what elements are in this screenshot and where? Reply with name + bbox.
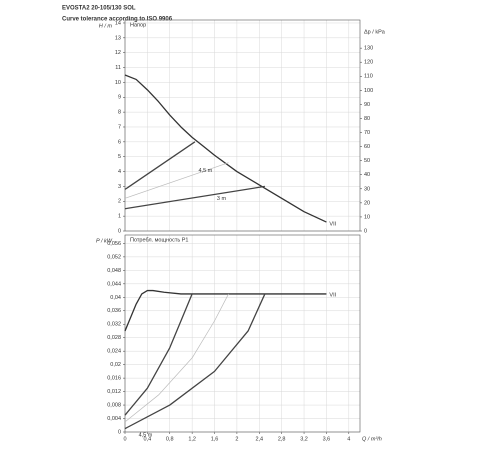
x-tick-label: 1,6 — [211, 436, 219, 442]
sheet-title: EVOSTA2 20-105/130 SOL — [62, 6, 136, 12]
curve — [124, 293, 229, 423]
x-tick-label: 4 — [347, 436, 350, 442]
y2-tick-label: 120 — [364, 60, 373, 66]
plot-frame — [124, 19, 361, 232]
y2-tick-label: 130 — [364, 46, 373, 52]
x-tick-label: 0,8 — [166, 436, 174, 442]
x-tick-label: 0,4 — [144, 436, 152, 442]
y2-tick-label: 60 — [364, 144, 370, 150]
curve — [124, 293, 193, 416]
y-tick-label: 10 — [115, 80, 121, 86]
y2-tick-label: 40 — [364, 172, 370, 178]
y2-tick-label: 10 — [364, 214, 370, 220]
y-tick-label: 0,056 — [107, 241, 121, 247]
y-tick-label: 9 — [118, 95, 121, 101]
y2-tick-label: 30 — [364, 186, 370, 192]
plot-frame — [124, 234, 361, 433]
y2-tick-label: 80 — [364, 116, 370, 122]
x-tick-label: 3,6 — [323, 436, 331, 442]
y-tick-label: 1 — [118, 214, 121, 220]
x-tick-label: 2 — [235, 436, 238, 442]
curve-label: VII — [329, 222, 336, 228]
curve-label: 4,5 m — [139, 432, 153, 438]
curve — [124, 185, 265, 210]
y-tick-label: 3 — [118, 184, 121, 190]
y-tick-label: 6 — [118, 139, 121, 145]
y-tick-label: 11 — [115, 65, 121, 71]
curve — [124, 141, 196, 190]
curve-label: 4,5 m — [199, 168, 213, 174]
sheet-subtitle: Curve tolerance according to ISO 9906 — [62, 17, 173, 23]
x-tick-label: 0 — [123, 436, 126, 442]
y-tick-label: 4 — [118, 169, 121, 175]
y-tick-label: 0,004 — [107, 416, 121, 422]
x-tick-label: 2,8 — [278, 436, 286, 442]
y-tick-label: 0 — [118, 429, 121, 435]
y-tick-label: 12 — [115, 50, 121, 56]
y-tick-label: 0,032 — [107, 322, 121, 328]
y-tick-label: 2 — [118, 199, 121, 205]
panel-annotation: Потребл. мощность P1 — [130, 237, 189, 243]
y2-tick-label: 100 — [364, 88, 373, 94]
panel-annotation: Напор — [130, 22, 146, 28]
y-tick-label: 7 — [118, 124, 121, 130]
y-tick-label: 5 — [118, 154, 121, 160]
y-tick-label: 0,012 — [107, 389, 121, 395]
x-axis-label: Q / m³/h — [362, 436, 382, 442]
curve — [124, 162, 229, 199]
curve — [124, 293, 266, 430]
y-tick-label: 0,024 — [107, 349, 121, 355]
x-tick-label: 1,2 — [188, 436, 196, 442]
y-tick-label: 0,036 — [107, 308, 121, 314]
y-tick-label: 0,048 — [107, 268, 121, 274]
y2-tick-label: 20 — [364, 200, 370, 206]
y-tick-label: 0,04 — [110, 295, 121, 301]
y-axis-label: H / m — [99, 23, 113, 29]
y2-tick-label: 0 — [364, 228, 367, 234]
y-tick-label: 0,028 — [107, 335, 121, 341]
y-tick-label: 0,02 — [110, 362, 121, 368]
y-axis-label: P / kW — [96, 238, 113, 244]
x-tick-label: 2,4 — [255, 436, 263, 442]
curve-label: VII — [329, 292, 336, 298]
x-tick-label: 3,2 — [300, 436, 308, 442]
y-tick-label: 0,008 — [107, 403, 121, 409]
curve — [124, 74, 327, 223]
y-tick-label: 0,052 — [107, 254, 121, 260]
y-tick-label: 0 — [118, 228, 121, 234]
y2-tick-label: 90 — [364, 102, 370, 108]
y2-axis-label: Δp / kPa — [364, 29, 386, 35]
curve-label: 3 m — [217, 196, 227, 202]
y-tick-label: 0,044 — [107, 281, 121, 287]
y-tick-label: 0,016 — [107, 376, 121, 382]
y2-tick-label: 50 — [364, 158, 370, 164]
y2-tick-label: 70 — [364, 130, 370, 136]
y-tick-label: 13 — [115, 35, 121, 41]
y-tick-label: 14 — [115, 20, 121, 26]
y-tick-label: 8 — [118, 110, 121, 116]
y2-tick-label: 110 — [364, 74, 373, 80]
